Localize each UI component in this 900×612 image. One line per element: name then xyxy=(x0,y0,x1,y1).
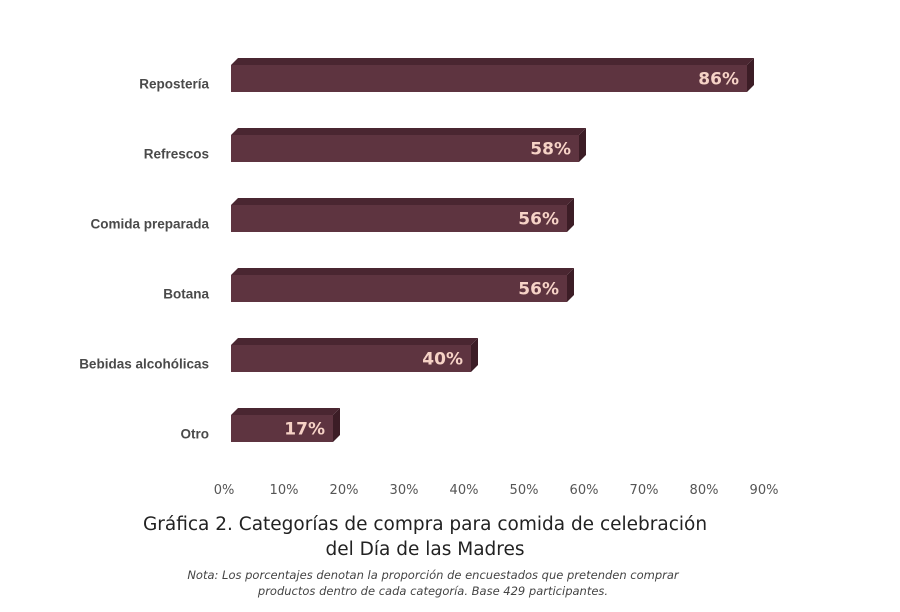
bar-top-face xyxy=(231,338,478,345)
chart-title-line-1: Gráfica 2. Categorías de compra para com… xyxy=(142,514,708,535)
bar-side-face xyxy=(567,198,574,232)
x-tick-label: 70% xyxy=(630,483,659,498)
bar xyxy=(231,275,567,302)
category-label: Comida preparada xyxy=(90,217,209,232)
data-label: 86% xyxy=(698,70,739,90)
bar xyxy=(231,205,567,232)
data-label: 56% xyxy=(518,280,559,300)
bar xyxy=(231,65,747,92)
category-label: Bebidas alcohólicas xyxy=(79,357,209,372)
bar-top-face xyxy=(231,58,754,65)
category-label: Botana xyxy=(163,287,209,302)
chart-title-line-2: del Día de las Madres xyxy=(325,539,525,560)
category-label: Refrescos xyxy=(144,147,209,162)
bar xyxy=(231,345,471,372)
category-label: Repostería xyxy=(139,77,209,92)
x-tick-label: 30% xyxy=(390,483,419,498)
chart-title: Gráfica 2. Categorías de compra para com… xyxy=(0,512,850,562)
bar-top-face xyxy=(231,198,574,205)
bar-side-face xyxy=(333,408,340,442)
data-label: 17% xyxy=(284,420,325,440)
chart-note-line-1: Nota: Los porcentajes denotan la proporc… xyxy=(187,568,679,582)
bar xyxy=(231,415,333,442)
bar-top-face xyxy=(231,128,586,135)
data-label: 40% xyxy=(422,350,463,370)
chart-note-line-2: productos dentro de cada categoría. Base… xyxy=(257,584,609,598)
data-label: 58% xyxy=(530,140,571,160)
x-tick-label: 20% xyxy=(330,483,359,498)
x-tick-label: 40% xyxy=(450,483,479,498)
bar xyxy=(231,135,579,162)
bar-top-face xyxy=(231,268,574,275)
category-label: Otro xyxy=(181,427,210,442)
x-tick-label: 0% xyxy=(214,483,235,498)
bar-side-face xyxy=(567,268,574,302)
x-tick-label: 60% xyxy=(570,483,599,498)
x-tick-label: 80% xyxy=(690,483,719,498)
x-tick-label: 50% xyxy=(510,483,539,498)
x-tick-label: 90% xyxy=(750,483,779,498)
x-tick-label: 10% xyxy=(270,483,299,498)
bar-side-face xyxy=(747,58,754,92)
bar-side-face xyxy=(471,338,478,372)
data-label: 56% xyxy=(518,210,559,230)
bar-side-face xyxy=(579,128,586,162)
chart-note: Nota: Los porcentajes denotan la proporc… xyxy=(0,567,866,599)
bar-top-face xyxy=(231,408,340,415)
